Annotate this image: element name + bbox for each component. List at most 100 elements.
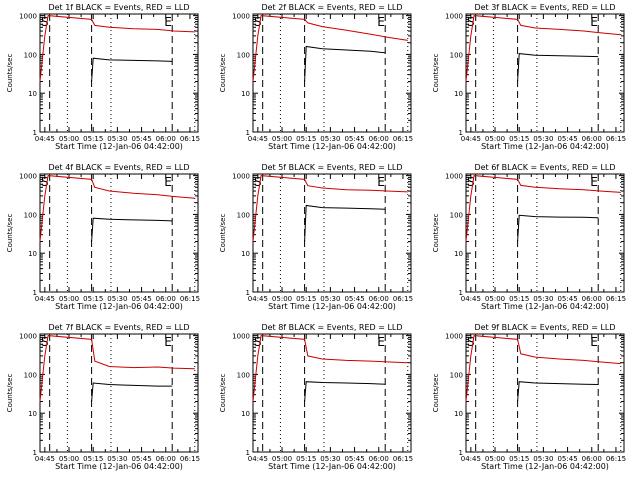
axes-frame xyxy=(252,13,412,133)
end-mark: E xyxy=(164,15,172,29)
x-axis-label: Start Time (12-Jan-06 04:42:00) xyxy=(481,462,609,471)
y-tick-label: 10 xyxy=(241,90,250,98)
x-tick-label: 04:45 xyxy=(248,295,268,303)
start-mark: S xyxy=(254,175,262,189)
y-tick-label: 1 xyxy=(459,449,463,457)
y-tick-label: 1000 xyxy=(19,333,37,341)
x-tick-label: 06:00 xyxy=(582,455,602,463)
x-tick-label: 06:15 xyxy=(606,135,626,143)
x-tick-label: 04:45 xyxy=(461,455,481,463)
x-tick-label: 05:00 xyxy=(59,135,79,143)
x-tick-label: 05:30 xyxy=(320,295,340,303)
x-tick-label: 06:00 xyxy=(156,295,176,303)
x-tick-label: 04:45 xyxy=(248,135,268,143)
axes-frame xyxy=(465,13,625,133)
x-tick-label: 05:15 xyxy=(83,135,103,143)
start-mark: S xyxy=(41,15,49,29)
start-mark: S xyxy=(467,335,475,349)
series-line-events xyxy=(304,204,386,242)
x-tick-label: 06:15 xyxy=(393,295,413,303)
x-tick-label: 05:00 xyxy=(59,295,79,303)
series-line-lld xyxy=(465,335,621,402)
x-tick-label: 04:45 xyxy=(35,135,55,143)
y-axis-label: Counts/sec xyxy=(432,214,440,253)
series-line-lld xyxy=(39,15,195,82)
x-tick-label: 05:45 xyxy=(344,135,364,143)
x-tick-label: 05:30 xyxy=(320,135,340,143)
series-line-lld xyxy=(252,175,408,242)
x-tick-label: 05:45 xyxy=(131,135,151,143)
y-tick-label: 1000 xyxy=(232,333,250,341)
y-tick-label: 10 xyxy=(454,90,463,98)
y-tick-label: 1 xyxy=(246,449,250,457)
y-axis-label: Counts/sec xyxy=(219,214,227,253)
x-axis-label: Start Time (12-Jan-06 04:42:00) xyxy=(55,302,183,311)
y-tick-label: 1000 xyxy=(445,173,463,181)
y-tick-label: 1000 xyxy=(232,13,250,21)
y-tick-label: 10 xyxy=(28,250,37,258)
y-tick-label: 100 xyxy=(237,371,250,379)
y-tick-label: 10 xyxy=(454,250,463,258)
end-mark: E xyxy=(590,175,598,189)
x-tick-label: 06:15 xyxy=(180,455,200,463)
panel-title: Det 7f BLACK = Events, RED = LLD xyxy=(48,323,189,332)
end-mark: E xyxy=(164,175,172,189)
chart-panel-3: Det 3f BLACK = Events, RED = LLD Counts/s… xyxy=(432,3,626,151)
y-axis-label: Counts/sec xyxy=(6,374,14,413)
y-axis-label: Counts/sec xyxy=(6,214,14,253)
series-line-events xyxy=(517,381,599,402)
chart-panel-4: Det 4f BLACK = Events, RED = LLD Counts/s… xyxy=(6,163,200,311)
x-tick-label: 05:45 xyxy=(557,455,577,463)
y-axis-label: Counts/sec xyxy=(6,54,14,93)
x-tick-label: 06:15 xyxy=(606,295,626,303)
axes-frame xyxy=(252,173,412,293)
series-line-events xyxy=(304,45,386,82)
y-tick-label: 100 xyxy=(237,51,250,59)
y-tick-label: 1 xyxy=(459,289,463,297)
x-tick-label: 05:00 xyxy=(272,295,292,303)
series-line-lld xyxy=(39,175,195,242)
y-tick-label: 10 xyxy=(28,410,37,418)
panel-title: Det 2f BLACK = Events, RED = LLD xyxy=(261,3,402,12)
end-mark: E xyxy=(590,15,598,29)
x-tick-label: 06:15 xyxy=(393,135,413,143)
start-mark: S xyxy=(41,175,49,189)
chart-panel-5: Det 5f BLACK = Events, RED = LLD Counts/s… xyxy=(219,163,413,311)
panel-title: Det 9f BLACK = Events, RED = LLD xyxy=(474,323,615,332)
y-axis-label: Counts/sec xyxy=(219,54,227,93)
x-tick-label: 04:45 xyxy=(248,455,268,463)
x-tick-label: 05:45 xyxy=(557,295,577,303)
x-tick-label: 05:30 xyxy=(107,295,127,303)
x-tick-label: 05:15 xyxy=(509,455,529,463)
x-tick-label: 05:30 xyxy=(107,455,127,463)
x-tick-label: 06:00 xyxy=(582,295,602,303)
chart-panel-1: Det 1f BLACK = Events, RED = LLD Counts/s… xyxy=(6,3,200,151)
series-line-events xyxy=(517,53,599,82)
series-line-events xyxy=(91,382,173,402)
x-tick-label: 05:45 xyxy=(131,455,151,463)
x-tick-label: 04:45 xyxy=(461,135,481,143)
start-mark: S xyxy=(41,335,49,349)
y-tick-label: 100 xyxy=(450,211,463,219)
x-tick-label: 05:30 xyxy=(107,135,127,143)
x-tick-label: 05:15 xyxy=(296,135,316,143)
x-axis-label: Start Time (12-Jan-06 04:42:00) xyxy=(268,462,396,471)
series-line-lld xyxy=(252,15,408,82)
axes-frame xyxy=(39,333,199,453)
x-tick-label: 05:45 xyxy=(557,135,577,143)
chart-panel-7: Det 7f BLACK = Events, RED = LLD Counts/s… xyxy=(6,323,200,471)
series-line-events xyxy=(517,214,599,242)
x-tick-label: 05:15 xyxy=(296,295,316,303)
chart-panel-8: Det 8f BLACK = Events, RED = LLD Counts/s… xyxy=(219,323,413,471)
x-tick-label: 04:45 xyxy=(35,295,55,303)
y-tick-label: 1 xyxy=(246,289,250,297)
y-tick-label: 1000 xyxy=(232,173,250,181)
x-tick-label: 05:45 xyxy=(344,295,364,303)
x-tick-label: 06:00 xyxy=(156,135,176,143)
start-mark: S xyxy=(467,15,475,29)
y-axis-label: Counts/sec xyxy=(432,54,440,93)
end-mark: E xyxy=(377,335,385,349)
x-tick-label: 06:15 xyxy=(393,455,413,463)
x-tick-label: 06:15 xyxy=(180,295,200,303)
axes-frame xyxy=(39,173,199,293)
